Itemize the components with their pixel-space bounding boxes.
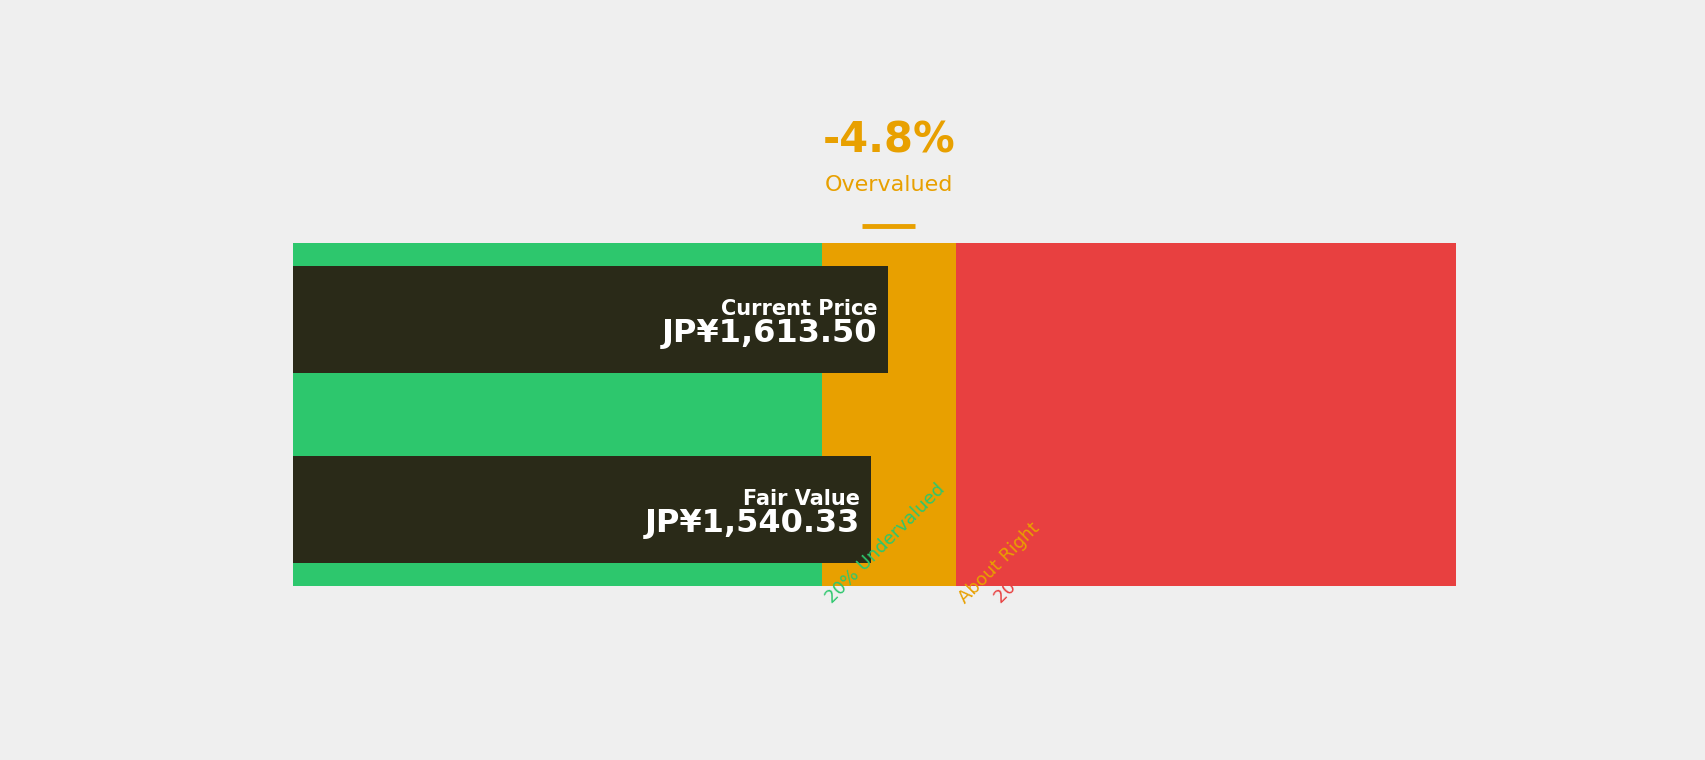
Bar (293, 455, 870, 563)
Text: About Right: About Right (955, 519, 1043, 607)
Text: -4.8%: -4.8% (822, 120, 955, 162)
Text: JP¥1,613.50: JP¥1,613.50 (662, 318, 876, 349)
Bar (822, 243, 955, 586)
Text: 20% Undervalued: 20% Undervalued (822, 480, 948, 607)
Text: JP¥1,540.33: JP¥1,540.33 (644, 508, 859, 539)
Bar (293, 243, 822, 586)
Text: Fair Value: Fair Value (743, 489, 859, 508)
Text: 20% Overvalued: 20% Overvalued (991, 489, 1108, 607)
Bar (955, 243, 1456, 586)
Text: Current Price: Current Price (721, 299, 876, 318)
Text: Overvalued: Overvalued (824, 175, 953, 195)
Bar (293, 265, 888, 373)
